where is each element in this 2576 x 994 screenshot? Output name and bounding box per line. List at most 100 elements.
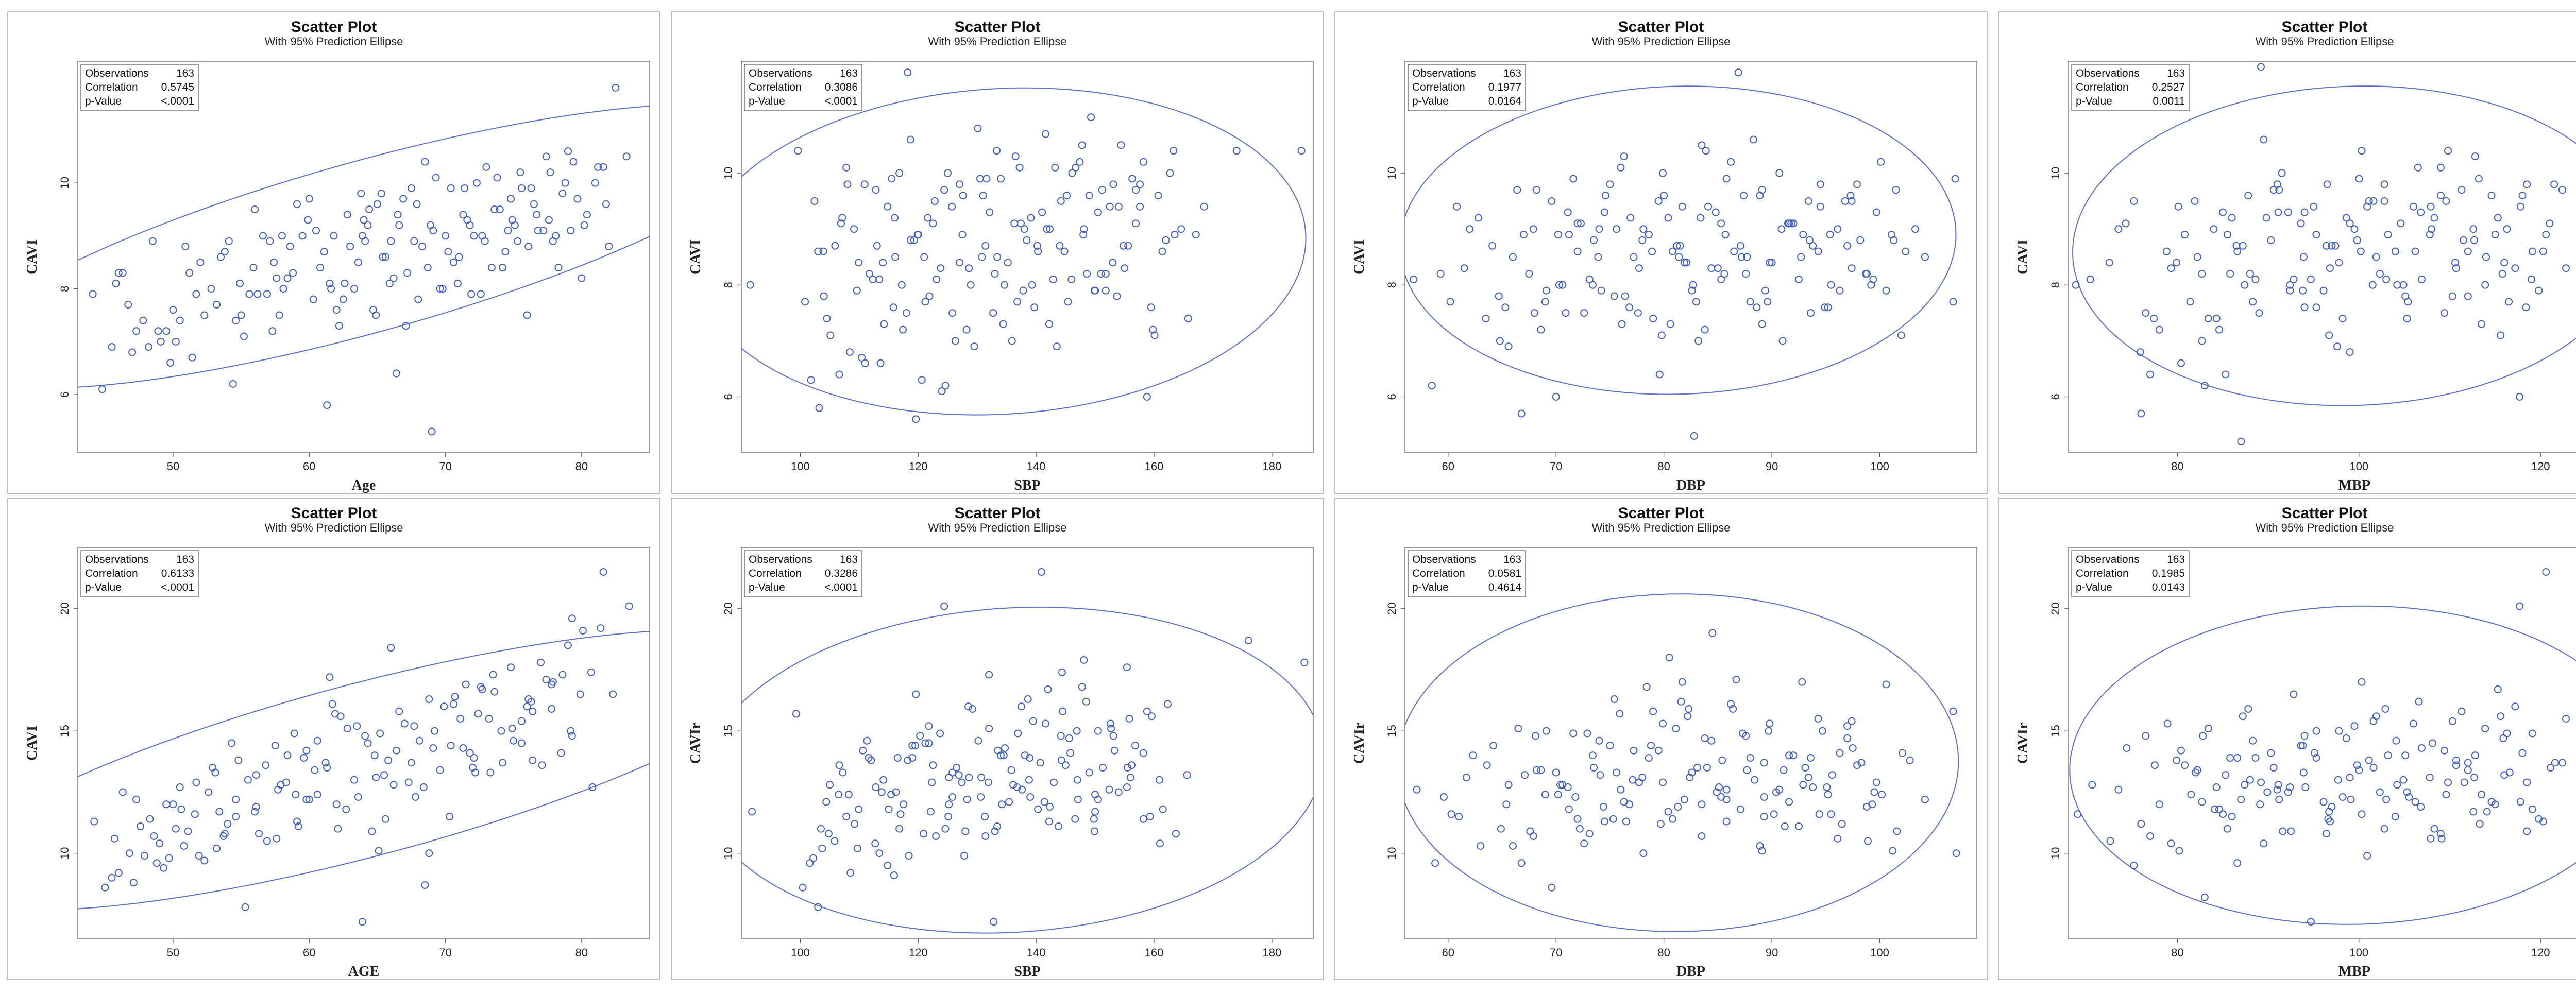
- data-point: [921, 298, 929, 306]
- x-tick-label: 120: [2531, 946, 2550, 959]
- data-point: [1789, 219, 1798, 228]
- data-point: [930, 197, 939, 205]
- data-point: [263, 290, 271, 298]
- data-point: [955, 180, 963, 188]
- data-point: [207, 285, 215, 293]
- data-point: [529, 707, 537, 715]
- data-point: [1600, 817, 1608, 826]
- data-point: [2193, 766, 2201, 774]
- data-point: [1821, 303, 1829, 312]
- data-point: [960, 852, 969, 860]
- y-tick-label: 8: [58, 285, 71, 292]
- data-point: [2353, 236, 2361, 244]
- data-point: [1921, 795, 1929, 803]
- y-tick-label: 6: [722, 393, 735, 400]
- data-point: [1513, 186, 1521, 194]
- data-point: [1680, 259, 1688, 267]
- data-point: [1645, 754, 1653, 762]
- data-point: [579, 627, 587, 635]
- data-point: [1701, 325, 1709, 334]
- data-point: [1629, 776, 1637, 784]
- data-point: [408, 184, 415, 192]
- stats-label: p-Value: [2076, 95, 2112, 107]
- stats-label: Correlation: [749, 568, 802, 579]
- data-point: [1504, 781, 1513, 789]
- data-point: [1045, 817, 1053, 826]
- data-point: [1040, 798, 1048, 806]
- data-point: [1428, 382, 1436, 390]
- data-point: [999, 320, 1007, 328]
- x-tick-label: 80: [1657, 460, 1670, 473]
- data-point: [181, 242, 190, 250]
- y-tick-label: 8: [722, 282, 735, 288]
- data-point: [545, 216, 553, 224]
- data-point: [221, 248, 229, 256]
- data-point: [1045, 320, 1053, 328]
- data-point: [358, 232, 366, 240]
- data-point: [567, 727, 575, 735]
- data-point: [1110, 746, 1118, 755]
- data-point: [538, 761, 546, 769]
- data-point: [1156, 839, 1164, 848]
- prediction-ellipse: [741, 606, 1313, 934]
- data-point: [1857, 759, 1866, 767]
- data-point: [569, 158, 578, 166]
- data-point: [863, 736, 871, 745]
- data-point: [872, 783, 880, 791]
- data-point: [2173, 259, 2181, 267]
- data-point: [1717, 275, 1725, 283]
- data-point: [945, 800, 953, 809]
- data-point: [1772, 788, 1780, 796]
- data-point: [2430, 825, 2438, 833]
- data-point: [440, 702, 448, 711]
- data-point: [900, 800, 908, 809]
- data-point: [399, 195, 408, 203]
- data-point: [1106, 202, 1114, 211]
- data-point: [1656, 820, 1665, 828]
- y-tick-label: 20: [722, 603, 735, 615]
- data-point: [2114, 785, 2123, 794]
- data-point: [1630, 253, 1638, 261]
- data-point: [2177, 746, 2185, 755]
- data-point: [1030, 303, 1039, 312]
- data-point: [1080, 656, 1088, 664]
- data-point: [920, 830, 928, 838]
- data-point: [1849, 744, 1857, 752]
- prediction-ellipse: [1405, 85, 1957, 395]
- plot-marks: [2069, 568, 2576, 926]
- data-point: [1806, 754, 1815, 762]
- data-point: [467, 290, 476, 298]
- x-tick-label: 90: [1766, 946, 1778, 959]
- plot-marks: [2072, 63, 2576, 445]
- y-tick-label: 20: [2049, 603, 2062, 615]
- x-tick-label: 80: [2171, 946, 2183, 959]
- data-point: [1698, 800, 1706, 809]
- data-point: [1184, 314, 1192, 322]
- stats-label: Observations: [2076, 554, 2140, 565]
- data-point: [2458, 707, 2466, 715]
- data-point: [459, 211, 467, 219]
- data-point: [1097, 270, 1105, 278]
- data-point: [2299, 253, 2308, 261]
- data-point: [1843, 242, 1852, 250]
- data-point: [1588, 751, 1597, 760]
- data-point: [564, 641, 572, 649]
- data-point: [425, 695, 433, 703]
- data-point: [958, 778, 966, 786]
- data-point: [224, 820, 232, 828]
- data-point: [891, 253, 900, 261]
- data-point: [997, 175, 1005, 183]
- data-point: [1447, 810, 1455, 818]
- data-point: [1599, 803, 1607, 811]
- data-point: [410, 722, 418, 730]
- data-point: [1121, 264, 1129, 272]
- data-point: [2483, 808, 2491, 816]
- stats-value: <.0001: [161, 95, 194, 107]
- data-point: [2410, 202, 2418, 211]
- data-point: [1715, 783, 1723, 791]
- data-point: [1635, 264, 1643, 272]
- plot-marks: [1405, 593, 1960, 932]
- data-point: [837, 219, 845, 228]
- data-point: [249, 264, 258, 272]
